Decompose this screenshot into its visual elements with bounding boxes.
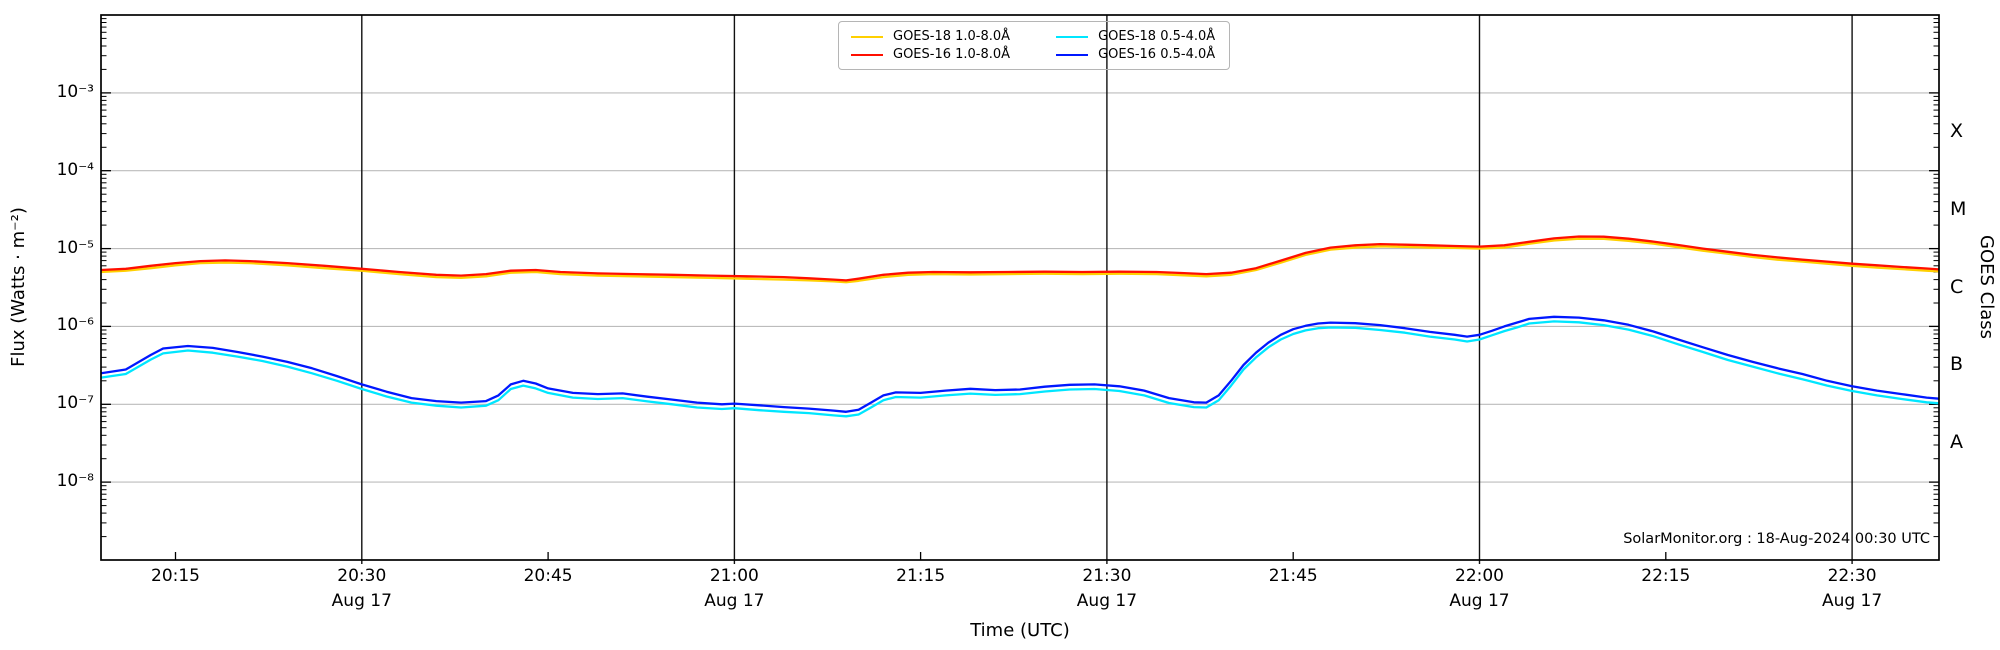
goes-class-label-X: X (1950, 119, 1964, 142)
legend-label-goes18-short: GOES-18 0.5-4.0Å (1098, 29, 1216, 44)
line-swatch-goes18-long-icon (851, 35, 883, 38)
legend-label-goes18-long: GOES-18 1.0-8.0Å (893, 29, 1011, 44)
line-swatch-goes16-long-icon (851, 53, 883, 56)
x-tick-label-20:45: 20:45 (523, 566, 573, 586)
y-tick-label-1e-5: 10⁻⁵ (56, 237, 94, 258)
y-tick-label-1e-8: 10⁻⁸ (56, 471, 94, 492)
line-swatch-goes18-short-icon (1056, 35, 1089, 38)
legend-label-goes16-short: GOES-16 0.5-4.0Å (1098, 47, 1216, 62)
legend-label-goes16-long: GOES-16 1.0-8.0Å (893, 47, 1011, 62)
legend: GOES-18 1.0-8.0Å GOES-16 1.0-8.0Å GOES-1… (838, 21, 1231, 70)
right-axis-title: GOES Class (1976, 235, 1997, 339)
x-date-label-90: Aug 17 (1076, 591, 1138, 611)
flux-curve-2 (101, 320, 1939, 418)
y-tick-label-1e-6: 10⁻⁶ (56, 315, 94, 336)
goes-class-label-M: M (1950, 197, 1967, 220)
goes-class-label-C: C (1950, 275, 1964, 298)
x-axis-title: Time (UTC) (970, 620, 1070, 641)
y-tick-label-1e-3: 10⁻³ (56, 81, 94, 102)
x-tick-label-22:30: 22:30 (1827, 566, 1877, 586)
legend-item-goes16-long: GOES-16 1.0-8.0Å (851, 47, 1010, 62)
flux-curve-0 (101, 237, 1939, 284)
x-tick-label-22:00: 22:00 (1455, 566, 1504, 586)
y-tick-label-1e-4: 10⁻⁴ (56, 159, 94, 180)
watermark-annotation: SolarMonitor.org : 18-Aug-2024 00:30 UTC (1623, 531, 1930, 547)
x-tick-label-21:45: 21:45 (1268, 566, 1318, 586)
legend-item-goes16-short: GOES-16 0.5-4.0Å (1056, 47, 1215, 62)
x-date-label-60: Aug 17 (704, 591, 765, 611)
goes-class-label-A: A (1950, 431, 1963, 454)
y-axis-title: Flux (Watts · m⁻²) (8, 207, 29, 367)
flux-curve-1 (101, 235, 1939, 282)
x-date-label-30: Aug 17 (331, 591, 392, 611)
x-tick-label-22:15: 22:15 (1641, 566, 1691, 586)
goes-class-label-B: B (1950, 353, 1964, 376)
legend-item-goes18-short: GOES-18 0.5-4.0Å (1056, 29, 1215, 44)
flux-curve-3 (101, 315, 1939, 413)
x-date-label-120: Aug 17 (1449, 591, 1510, 611)
legend-item-goes18-long: GOES-18 1.0-8.0Å (851, 29, 1010, 44)
x-date-label-150: Aug 17 (1821, 591, 1883, 611)
x-tick-label-20:30: 20:30 (337, 566, 387, 586)
line-swatch-goes16-short-icon (1056, 53, 1089, 56)
y-tick-label-1e-7: 10⁻⁷ (56, 393, 94, 414)
x-tick-label-21:30: 21:30 (1082, 566, 1132, 586)
x-tick-label-20:15: 20:15 (151, 566, 200, 586)
x-tick-label-21:00: 21:00 (709, 566, 759, 586)
plot-frame (100, 14, 1940, 561)
x-tick-label-21:15: 21:15 (896, 566, 946, 586)
